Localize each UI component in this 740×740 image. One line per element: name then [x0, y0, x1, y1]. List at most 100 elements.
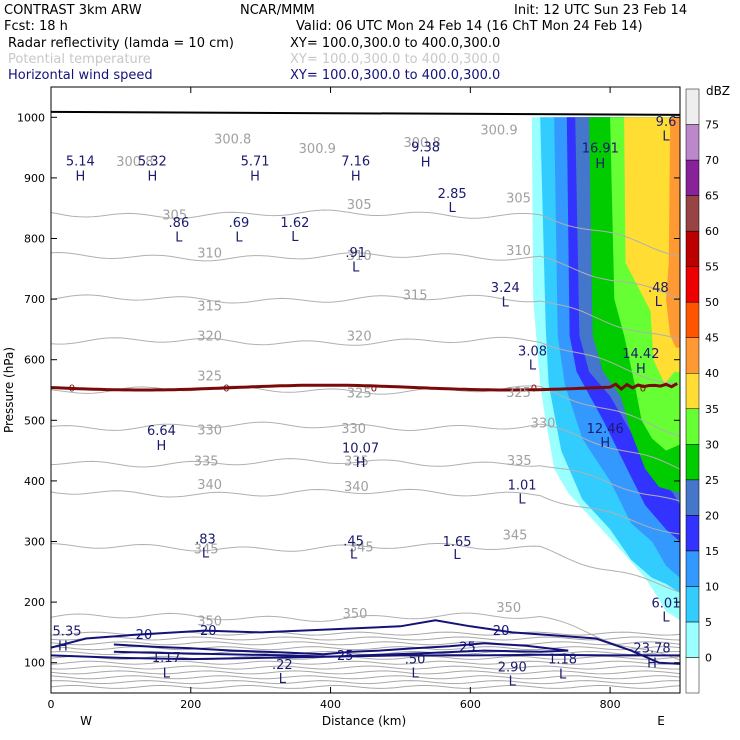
extremum-L-16: L: [529, 359, 537, 374]
extremum-L-20: L: [175, 231, 183, 246]
theta-label-10: 335: [507, 454, 532, 469]
x-tick-label-0: 0: [48, 698, 55, 711]
theta-contour-315: [51, 294, 680, 341]
colorbar-swatch-11: [685, 266, 700, 303]
extremum-value-26: 5.71: [241, 154, 270, 169]
extremum-value-10: 1.65: [443, 535, 472, 550]
header-valid: Valid: 06 UTC Mon 24 Feb 14 (16 ChT Mon …: [296, 19, 643, 34]
theta-label-26: 305: [506, 192, 531, 207]
wind-contours: [51, 619, 680, 665]
extremum-L-8: L: [202, 546, 210, 561]
extremum-L-0: L: [163, 666, 171, 681]
zero-contour: [51, 382, 678, 392]
reflectivity-band-7: [624, 117, 680, 384]
extremum-value-11: 1.01: [508, 479, 537, 494]
zero-line-label-0: 0: [69, 384, 75, 395]
header-model: CONTRAST 3km ARW: [4, 3, 142, 18]
colorbar-label-15: 15: [705, 545, 719, 558]
x-tick-label-2: 400: [320, 698, 341, 711]
east-label: E: [657, 714, 665, 728]
extremum-L-30: L: [662, 129, 670, 144]
colorbar-label-40: 40: [705, 367, 719, 380]
extremum-H-26: H: [250, 169, 260, 184]
wind-label-4: 20: [493, 624, 510, 639]
theta-label-14: 325: [197, 370, 222, 385]
extremum-value-21: .69: [229, 216, 250, 231]
zero-line: 0 0 0 0 0: [51, 382, 678, 395]
colorbar-label-55: 55: [705, 261, 719, 274]
terrain-line: [51, 110, 680, 116]
theta-label-5: 345: [503, 528, 528, 543]
theta-contour-320: [51, 336, 680, 386]
reflectivity-band-8: [666, 117, 680, 348]
theta-upper-line-1: [51, 680, 680, 685]
theta-label-18: 320: [347, 330, 372, 345]
theta-label-2: 350: [496, 601, 521, 616]
colorbar-swatch-4: [685, 515, 700, 552]
x-axis-title: Distance (km): [322, 714, 406, 728]
extremum-value-25: 5.32: [138, 154, 167, 169]
field-reflectivity-xy: XY= 100.0,300.0 to 400.0,300.0: [290, 36, 500, 51]
extremum-value-29: 16.91: [582, 142, 619, 157]
extremum-value-22: 1.62: [280, 216, 309, 231]
colorbar-label-0: 0: [705, 651, 712, 664]
extremum-L-18: L: [655, 295, 663, 310]
extremum-value-9: .45: [343, 534, 364, 549]
wind-contour-25-lower: [113, 642, 569, 656]
extremum-H-14: H: [600, 436, 610, 451]
theta-upper-line-2: [51, 675, 680, 680]
zero-line-label-1: 0: [223, 384, 229, 395]
colorbar-label-50: 50: [705, 296, 719, 309]
theta-label-25: 305: [347, 198, 372, 213]
wind-label-2: 25: [337, 649, 354, 664]
colorbar-swatch-13: [685, 195, 700, 232]
theta-label-3: 345: [194, 542, 219, 557]
header-fcst: Fcst: 18 h: [4, 19, 68, 34]
extremum-L-22: L: [291, 230, 299, 245]
colorbar-swatch-2: [685, 586, 700, 623]
extremum-L-19: L: [352, 260, 360, 275]
extremum-L-9: L: [350, 548, 358, 563]
plot-area: 0 0 0 0 0 350 350 350 345 345 345 340 340 335 335 335 3…: [51, 87, 680, 693]
theta-upper-line-9: [51, 641, 680, 646]
theta-label-7: 340: [344, 480, 369, 495]
theta-label-4: 345: [349, 541, 374, 556]
x-tick-label-1: 200: [180, 698, 201, 711]
colorbar-label-65: 65: [705, 190, 719, 203]
field-wind-xy: XY= 100.0,300.0 to 400.0,300.0: [290, 68, 500, 83]
wind-contour-20-lower: [51, 619, 680, 665]
theta-upper-line-4: [51, 665, 680, 670]
y-tick-label-7: 800: [24, 233, 45, 246]
theta-label-15: 325: [347, 387, 372, 402]
field-theta-xy: XY= 100.0,300.0 to 400.0,300.0: [290, 52, 500, 67]
extremum-L-3: L: [509, 674, 517, 689]
wind-labels: 20 20 25 25 20: [136, 624, 510, 664]
extremum-L-17: L: [502, 296, 510, 311]
extremum-value-14: 12.46: [587, 422, 624, 437]
colorbar-swatch-14: [685, 159, 700, 196]
wind-label-3: 25: [459, 640, 476, 655]
header-center: NCAR/MMM: [240, 3, 315, 18]
header-init: Init: 12 UTC Sun 23 Feb 14: [514, 3, 687, 18]
theta-label-22: 310: [347, 249, 372, 264]
theta-label-0: 350: [197, 614, 222, 629]
theta-upper-line-5: [51, 660, 680, 665]
theta-upper-line-10: [51, 636, 680, 641]
extremum-value-3: 2.90: [498, 660, 527, 675]
extremum-H-28: H: [421, 156, 431, 171]
extremum-value-13: 6.64: [147, 424, 176, 439]
field-wind: Horizontal wind speed: [8, 68, 153, 83]
extremum-H-29: H: [595, 157, 605, 172]
extremum-value-12: 10.07: [342, 442, 379, 457]
extremum-value-20: .86: [169, 216, 190, 231]
ground-line: [51, 110, 680, 116]
x-tick-label-4: 800: [600, 698, 621, 711]
extremum-value-30: 9.6: [656, 115, 677, 130]
y-tick-label-9: 1000: [17, 111, 45, 124]
colorbar-swatch-7: [685, 408, 700, 445]
colorbar-swatch-8: [685, 372, 700, 410]
theta-label-8: 335: [194, 455, 219, 470]
west-label: W: [80, 714, 92, 728]
wind-contour-25-upper: [113, 649, 569, 658]
